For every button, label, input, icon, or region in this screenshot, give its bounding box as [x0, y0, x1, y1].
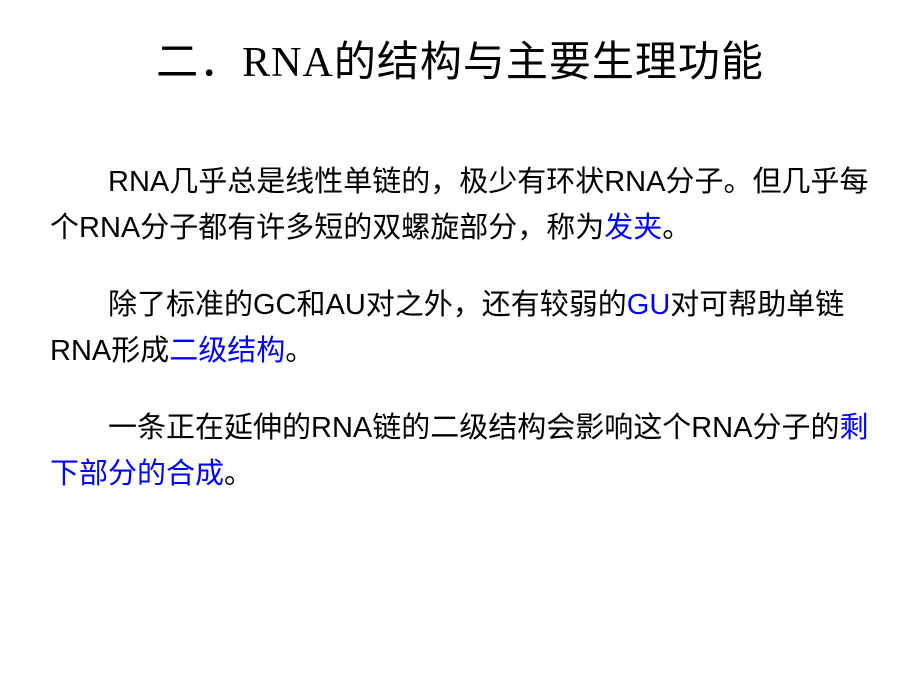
text-run: 一条正在延伸的RNA链的二级结构会影响这个RNA分子的 [108, 412, 839, 444]
slide-title: 二．RNA的结构与主要生理功能 [50, 28, 870, 89]
text-run: RNA几乎总是线性单链的，极少有环状RNA分子。但几乎每个RNA分子都有许多短的… [50, 166, 868, 244]
paragraph-3: 一条正在延伸的RNA链的二级结构会影响这个RNA分子的剩下部分的合成。 [50, 405, 870, 498]
text-run: 除了标准的GC和AU对之外，还有较弱的 [108, 289, 627, 321]
paragraph-1: RNA几乎总是线性单链的，极少有环状RNA分子。但几乎每个RNA分子都有许多短的… [50, 159, 870, 252]
highlight-text: 发夹 [604, 212, 662, 244]
text-run: 。 [285, 335, 314, 367]
highlight-text: 二级结构 [169, 335, 285, 367]
highlight-text: GU [627, 289, 671, 321]
paragraph-2: 除了标准的GC和AU对之外，还有较弱的GU对可帮助单链RNA形成二级结构。 [50, 282, 870, 375]
text-run: 。 [662, 212, 691, 244]
slide: 二．RNA的结构与主要生理功能 RNA几乎总是线性单链的，极少有环状RNA分子。… [0, 0, 920, 690]
text-run: 。 [224, 458, 253, 490]
